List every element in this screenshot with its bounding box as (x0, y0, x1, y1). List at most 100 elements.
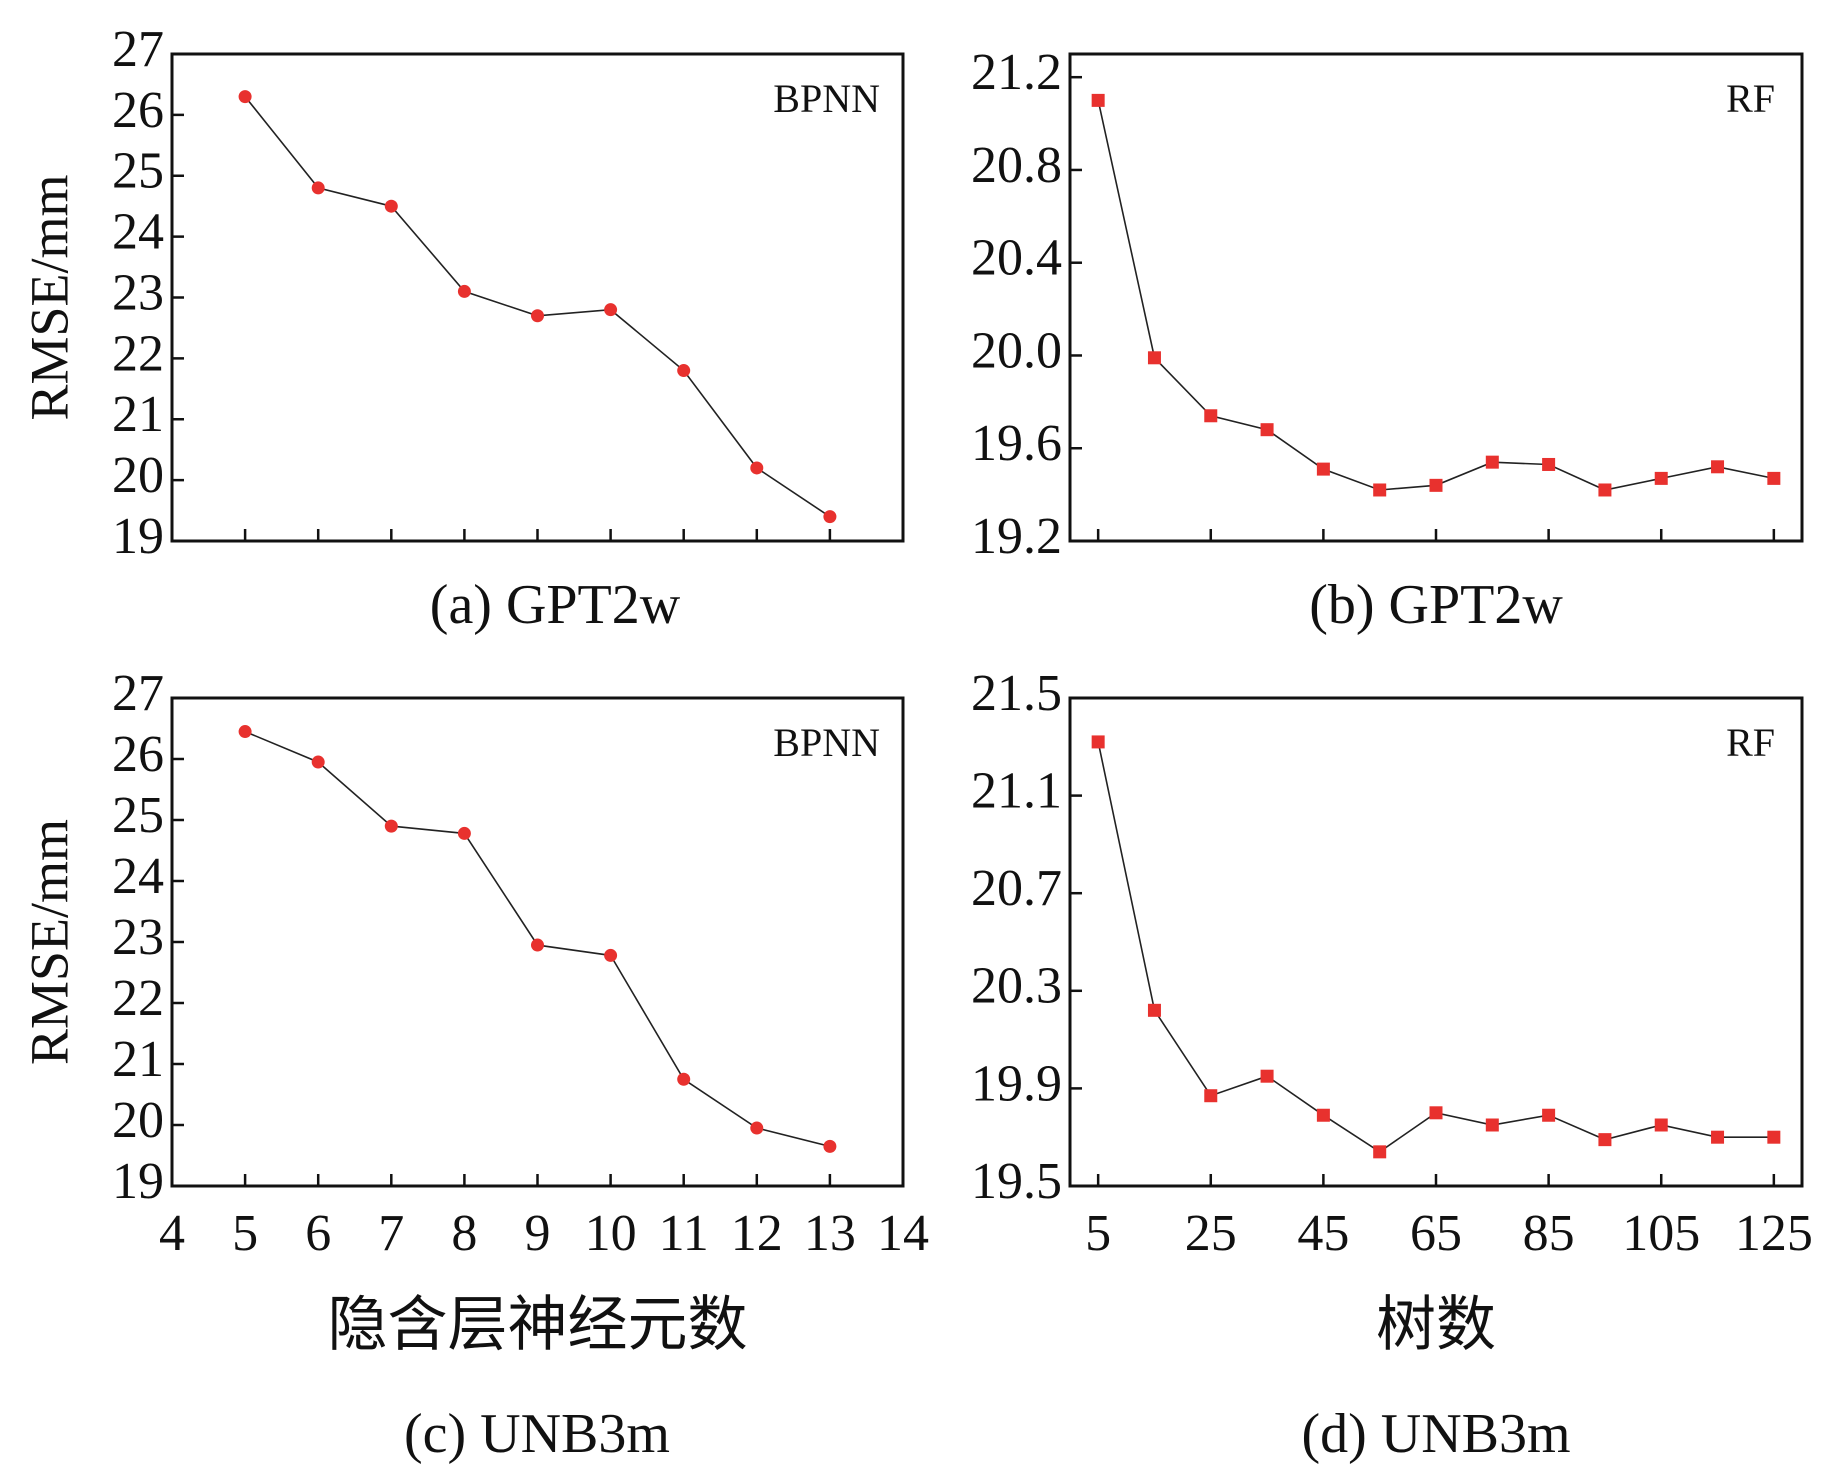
x-tick-label: 12 (731, 1205, 783, 1262)
y-tick-label: 23 (112, 909, 164, 966)
data-point (1091, 93, 1105, 107)
data-point (1711, 1130, 1725, 1144)
y-tick-label: 25 (112, 143, 164, 200)
x-tick-label: 4 (159, 1205, 185, 1262)
panel-caption: (b) GPT2w (1309, 574, 1563, 636)
x-tick-label: 105 (1622, 1205, 1700, 1262)
x-tick-label: 13 (804, 1205, 856, 1262)
y-tick-label: 26 (112, 82, 164, 139)
plot-frame (1068, 52, 1804, 543)
data-point (1767, 471, 1781, 485)
x-tick-label: 25 (1185, 1205, 1237, 1262)
x-tick-label: 125 (1735, 1205, 1813, 1262)
y-tick-label: 20.4 (971, 230, 1062, 287)
y-tick-label: 22 (112, 970, 164, 1027)
y-tick-label: 19.5 (971, 1153, 1062, 1210)
x-axis-title: 隐含层神经元数 (328, 1290, 748, 1360)
y-tick-label: 25 (112, 787, 164, 844)
plot-frame (170, 52, 905, 543)
data-point (823, 510, 837, 524)
x-axis-title: 树数 (1376, 1290, 1496, 1360)
data-point (677, 364, 691, 378)
x-tick-label: 14 (877, 1205, 929, 1262)
data-point (1654, 471, 1668, 485)
model-label: RF (1726, 720, 1775, 765)
data-point (238, 90, 252, 104)
y-tick-label: 20.7 (971, 860, 1062, 917)
y-tick-label: 21 (112, 1031, 164, 1088)
data-point (1373, 1145, 1387, 1159)
y-axis-title: RMSE/mm (19, 174, 79, 420)
panel-caption: (d) UNB3m (1301, 1403, 1570, 1465)
data-point (677, 1072, 691, 1086)
series-line (244, 96, 831, 518)
y-tick-label: 21.1 (971, 763, 1062, 820)
chart-panel-d: 19.5 19.9 20.3 20.7 21.1 21.5 5 25 45 65 85 105 125 R… (971, 665, 1813, 1465)
data-point (1711, 460, 1725, 474)
x-tick-label: 85 (1523, 1205, 1575, 1262)
data-point (1147, 351, 1161, 365)
y-tick-label: 20 (112, 447, 164, 504)
chart-panel-b: 19.2 19.6 20.0 20.4 20.8 21.2 RF (b) GPT2w (971, 44, 1804, 636)
data-point (1598, 483, 1612, 497)
x-tick-label: 5 (232, 1205, 258, 1262)
data-point (1260, 423, 1274, 437)
data-point (604, 303, 618, 317)
y-tick-label: 20.0 (971, 322, 1062, 379)
data-point (604, 948, 618, 962)
y-tick-label: 20.8 (971, 137, 1062, 194)
y-tick-label: 22 (112, 325, 164, 382)
x-tick-label: 5 (1085, 1205, 1111, 1262)
series-line (1097, 100, 1774, 491)
data-point (1542, 457, 1556, 471)
series-line (1097, 741, 1774, 1153)
y-tick-label: 19 (112, 1153, 164, 1210)
y-tick-label: 20.3 (971, 958, 1062, 1015)
model-label: RF (1726, 76, 1775, 121)
data-point (311, 755, 325, 769)
data-point (1485, 455, 1499, 469)
data-point (1147, 1003, 1161, 1017)
data-point (384, 199, 398, 213)
y-tick-label: 19.6 (971, 415, 1062, 472)
data-point (1542, 1108, 1556, 1122)
panel-caption: (a) GPT2w (430, 574, 681, 636)
data-point (531, 309, 544, 323)
data-point (750, 461, 764, 475)
data-point (750, 1121, 764, 1135)
data-point (1316, 462, 1330, 476)
x-tick-label: 6 (305, 1205, 331, 1262)
x-tick-label: 7 (378, 1205, 404, 1262)
y-tick-label: 23 (112, 264, 164, 321)
data-point (1204, 1089, 1218, 1103)
panel-caption: (c) UNB3m (404, 1403, 670, 1465)
y-tick-label: 21.2 (971, 44, 1062, 101)
data-point (1767, 1130, 1781, 1144)
data-point (1204, 409, 1218, 423)
x-tick-label: 10 (585, 1205, 637, 1262)
data-point (1429, 1106, 1443, 1120)
y-tick-label: 19 (112, 508, 164, 565)
data-point (531, 938, 544, 952)
x-tick-label: 65 (1410, 1205, 1462, 1262)
x-tick-label: 45 (1297, 1205, 1349, 1262)
data-point (457, 826, 471, 840)
data-point (1429, 478, 1443, 492)
x-tick-label: 11 (659, 1205, 709, 1262)
data-point (1260, 1069, 1274, 1083)
y-tick-label: 27 (112, 665, 164, 722)
data-point (1091, 735, 1105, 749)
y-tick-label: 19.9 (971, 1055, 1062, 1112)
x-tick-label: 9 (525, 1205, 551, 1262)
y-tick-label: 21.5 (971, 665, 1062, 722)
y-tick-label: 24 (112, 204, 164, 261)
data-point (1373, 483, 1387, 497)
data-point (1316, 1108, 1330, 1122)
y-tick-label: 26 (112, 726, 164, 783)
data-point (311, 181, 325, 195)
data-point (238, 725, 252, 739)
data-point (823, 1139, 837, 1153)
y-tick-label: 27 (112, 21, 164, 78)
